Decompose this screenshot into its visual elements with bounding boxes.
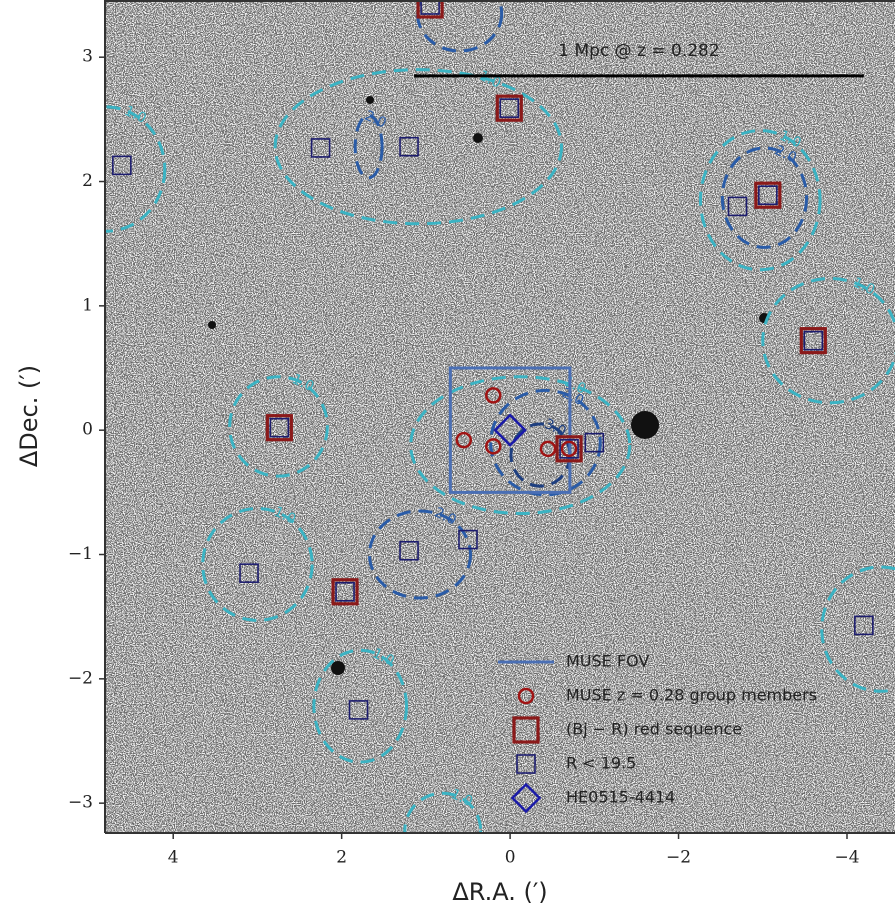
bright-galaxy (310, 138, 331, 158)
bright-star (631, 411, 659, 439)
bright-galaxy (399, 540, 419, 561)
bright-galaxy (803, 330, 824, 351)
legend-swatch (516, 754, 536, 774)
bright-galaxy (112, 155, 132, 176)
y-tick-label: −3 (68, 793, 93, 813)
x-tick-label: 4 (168, 848, 179, 868)
contour (367, 509, 473, 600)
y-tick-label: 2 (82, 171, 93, 191)
bright-galaxy (335, 582, 355, 602)
red-sequence (754, 181, 782, 209)
contour (820, 565, 895, 693)
contour (698, 129, 822, 272)
x-axis-label: ΔR.A. (′) (452, 878, 547, 906)
legend-label: MUSE z = 0.28 group members (566, 686, 817, 705)
y-tick-label: −1 (68, 544, 93, 564)
contour (312, 648, 409, 764)
star (208, 321, 216, 329)
contour (228, 375, 329, 478)
legend-label: (Bj − R) red sequence (566, 720, 742, 739)
star (331, 661, 345, 675)
x-tick-label: −4 (834, 848, 859, 868)
red-sequence (799, 327, 827, 355)
legend-swatch (510, 782, 542, 814)
scale-bar-label: 1 Mpc @ z = 0.282 (558, 41, 719, 61)
bright-galaxy (420, 0, 440, 15)
red-sequence (416, 0, 444, 19)
contour (720, 146, 809, 249)
star (366, 96, 374, 104)
red-sequence (331, 578, 359, 606)
bright-galaxy (269, 417, 290, 438)
legend-label: MUSE FOV (566, 652, 649, 671)
group-member (539, 440, 557, 458)
red-sequence (265, 414, 293, 442)
legend-label: HE0515-4414 (566, 788, 675, 807)
star (473, 133, 483, 143)
x-tick-label: 0 (505, 848, 516, 868)
contour (353, 114, 384, 180)
contour (403, 791, 483, 833)
bright-galaxy (727, 196, 748, 217)
red-sequence (495, 94, 523, 122)
contour (273, 68, 563, 226)
y-tick-label: 1 (82, 295, 93, 315)
contour (761, 277, 895, 405)
legend-swatch (512, 716, 540, 744)
bright-galaxy (239, 563, 259, 583)
bright-galaxy (854, 615, 874, 636)
y-axis-label: ΔDec. (′) (15, 365, 43, 467)
contour (415, 0, 504, 53)
muse-fov (448, 366, 572, 494)
x-tick-label: 2 (336, 848, 347, 868)
contour (201, 507, 314, 622)
bright-galaxy (399, 136, 419, 157)
group-member (560, 440, 578, 458)
x-tick-label: −2 (666, 848, 691, 868)
bright-galaxy (758, 185, 778, 205)
group-member (455, 431, 473, 449)
red-sequence (555, 435, 583, 463)
quasar (493, 413, 527, 447)
group-member (485, 438, 502, 455)
contour (409, 375, 632, 515)
bright-galaxy (348, 700, 369, 720)
axes: 4 2 0 −2 −4 3 2 1 0 −1 −2 −3 MUSE FOV MUSE z = 0.28 g… (68, 0, 895, 868)
contour (489, 388, 602, 497)
bright-galaxy (499, 98, 520, 118)
legend-label: R < 19.5 (566, 754, 636, 773)
bright-galaxy (458, 529, 478, 550)
group-member (485, 387, 502, 404)
sky-image: 1.01.01.01.01.01.01.01.01.01.02.02.02.02… (105, 0, 895, 833)
bright-galaxy (559, 439, 579, 459)
y-tick-label: 0 (82, 420, 93, 440)
bright-galaxy (584, 432, 605, 453)
y-tick-label: −2 (68, 668, 93, 688)
sky-noise (105, 0, 895, 833)
legend-swatch (517, 687, 535, 705)
y-tick-label: 3 (82, 47, 93, 67)
